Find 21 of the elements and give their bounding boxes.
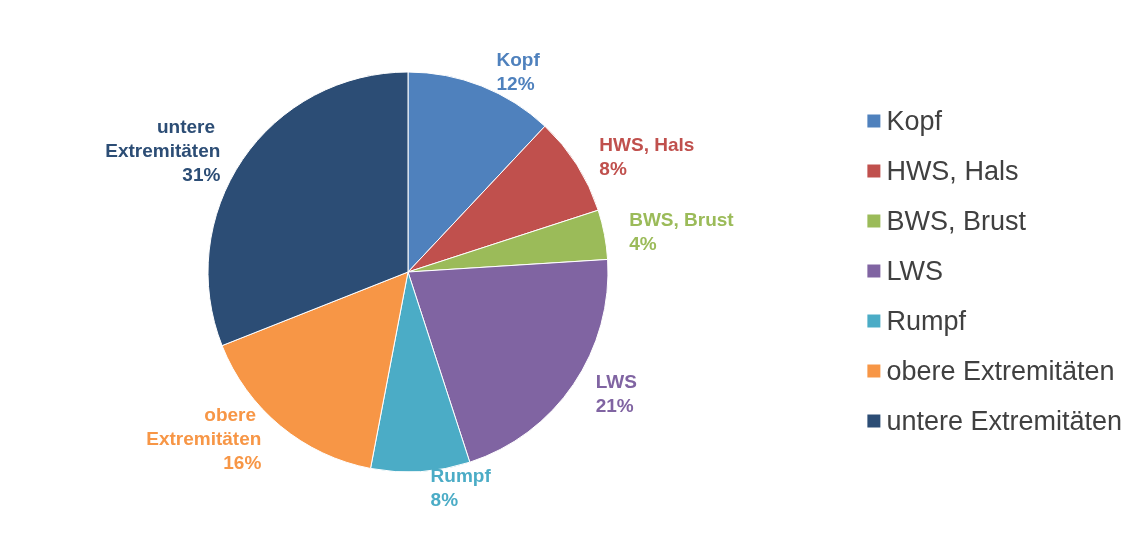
slice-label: untere Extremitäten <box>105 116 221 162</box>
legend-label: Rumpf <box>886 306 967 336</box>
data-label: 16% <box>223 451 262 473</box>
legend-label: BWS, Brust <box>886 206 1027 236</box>
slice-label: LWS <box>595 370 637 392</box>
data-label: 12% <box>496 72 535 94</box>
data-label: 8% <box>430 489 459 511</box>
legend-label: HWS, Hals <box>886 156 1019 186</box>
slice-label: Kopf <box>496 48 541 70</box>
legend-label: untere Extremitäten <box>886 406 1123 436</box>
data-label: 21% <box>595 394 634 416</box>
slice-label: obere Extremitäten <box>146 403 262 449</box>
slice-label: BWS, Brust <box>629 209 735 231</box>
legend-label: obere Extremitäten <box>886 356 1115 386</box>
data-label: 8% <box>599 157 627 179</box>
data-label: 4% <box>629 233 657 255</box>
legend-label: Kopf <box>886 106 943 136</box>
legend-label: LWS <box>886 256 943 286</box>
slice-label: Rumpf <box>430 465 492 487</box>
slice-label: HWS, Hals <box>599 133 695 155</box>
data-label: 31% <box>182 164 221 186</box>
